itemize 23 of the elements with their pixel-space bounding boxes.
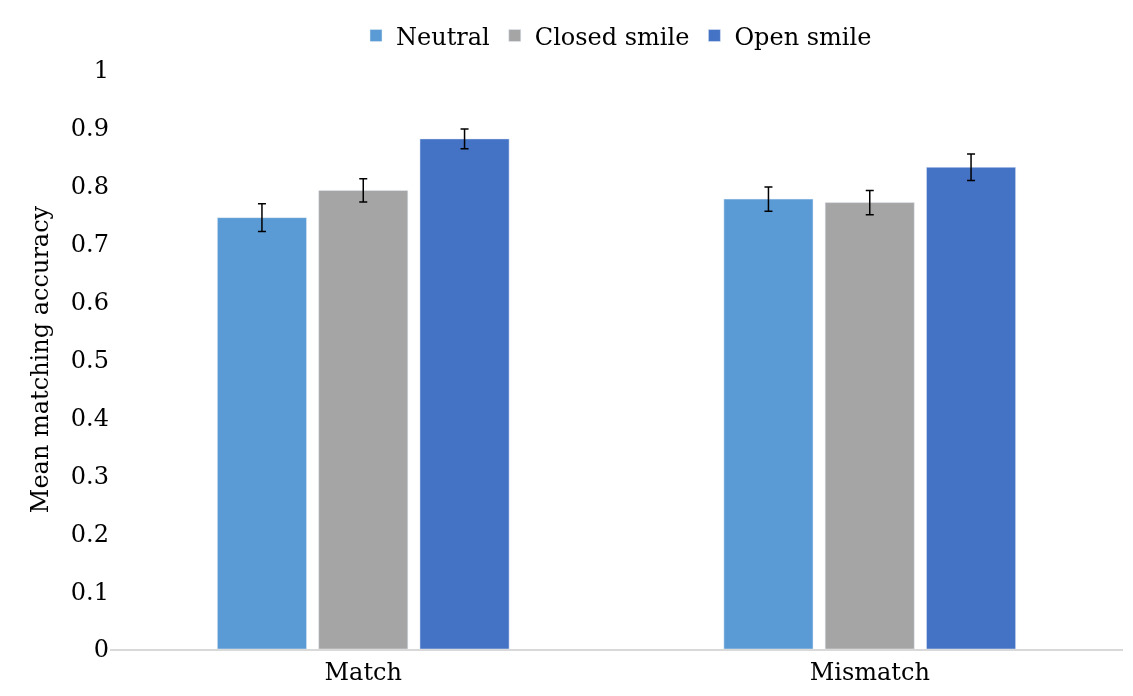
legend-label: Open smile	[734, 22, 872, 51]
y-tick-label: 0.7	[70, 230, 109, 259]
y-tick-label: 0.9	[70, 114, 109, 143]
bar	[824, 202, 915, 649]
y-tick-label: 0.1	[70, 577, 109, 606]
bar	[926, 167, 1016, 649]
bar	[318, 190, 409, 649]
y-tick-label: 0	[93, 635, 109, 664]
y-tick-label: 0.2	[70, 519, 109, 548]
legend-label: Closed smile	[534, 22, 690, 51]
y-tick-label: 0.6	[70, 288, 109, 316]
bar	[419, 138, 510, 649]
x-tick-label: Mismatch	[809, 657, 930, 686]
bar	[723, 198, 814, 649]
bar	[217, 217, 307, 649]
y-tick-label: 0.3	[70, 461, 109, 490]
y-tick-label: 1	[93, 56, 109, 85]
x-tick-label: Match	[324, 657, 402, 686]
y-axis-title: Mean matching accuracy	[25, 205, 54, 514]
y-tick-label: 0.4	[70, 403, 109, 432]
y-tick-label: 0.8	[70, 172, 109, 201]
y-tick-label: 0.5	[70, 345, 109, 374]
legend-label: Neutral	[396, 22, 490, 51]
